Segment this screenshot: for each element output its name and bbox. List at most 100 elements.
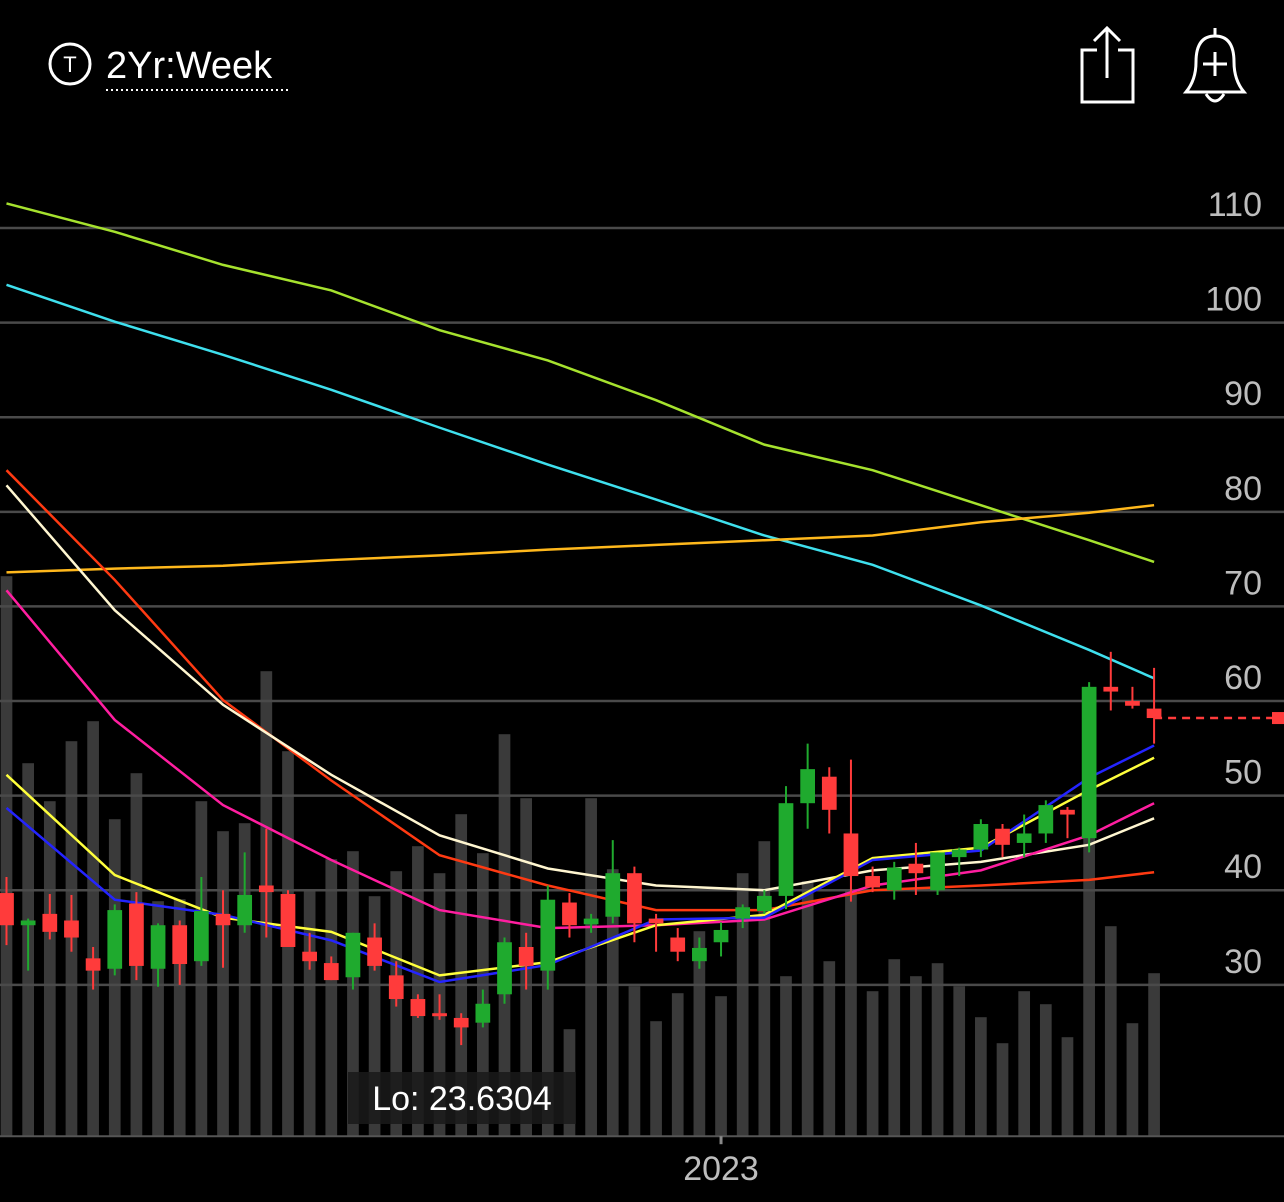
candle-body [1146, 708, 1162, 719]
volume-bar [325, 859, 338, 1137]
candle-body [258, 885, 274, 893]
volume-bar [650, 1021, 662, 1137]
candle-body [453, 1017, 469, 1028]
candle-body [280, 894, 296, 947]
volume-bar [996, 1043, 1009, 1137]
volume-bar [303, 891, 316, 1137]
candle-body [475, 1003, 491, 1023]
bell [1182, 34, 1248, 94]
volume-bar [606, 869, 619, 1137]
candle-body [1081, 686, 1097, 839]
candle-body [64, 920, 79, 938]
candle-body [800, 769, 816, 804]
candle-body [302, 951, 317, 962]
moving-average-line [6, 503, 1155, 574]
volume-bar [368, 896, 381, 1137]
moving-average-line [6, 283, 1155, 680]
candle-body [648, 918, 664, 924]
candle-body [951, 849, 967, 858]
volume-bar [693, 931, 706, 1137]
candle-body [1103, 686, 1119, 692]
volume-bar [1148, 973, 1160, 1137]
volume-bar [87, 721, 99, 1137]
volume-bar [715, 996, 727, 1137]
share-button[interactable] [1080, 25, 1135, 104]
volume-bar [0, 576, 13, 1137]
y-tick-label: 30 [1224, 943, 1262, 981]
volume-bar [736, 873, 749, 1137]
candle-body [42, 913, 58, 932]
alert-button[interactable] [1182, 28, 1248, 103]
volume-bar [671, 993, 684, 1137]
candle-body [973, 824, 989, 850]
y-tick-label: 80 [1224, 470, 1262, 508]
candle-body [583, 918, 599, 925]
plot: 30 40 50 60 70 80 90 100 110 2023 Lo: 23.6304 [0, 186, 1284, 1188]
candle-body [0, 893, 14, 926]
volume-bar [455, 814, 468, 1137]
volume-bar [1039, 1004, 1052, 1137]
volume-bar [888, 959, 901, 1137]
candle-body [237, 894, 253, 926]
candle-body [1038, 805, 1054, 834]
volume-bar [780, 976, 792, 1137]
annotation: Lo: 23.6304 [372, 1080, 552, 1118]
candle-body [605, 873, 621, 917]
candle-body [194, 911, 209, 962]
share-arrow [1092, 25, 1122, 78]
candle-body [562, 902, 577, 926]
volume-bar [108, 819, 121, 1137]
volume-bar [238, 823, 251, 1137]
candle-body [432, 1013, 447, 1017]
y-tick-label: 40 [1224, 848, 1262, 886]
candle-body [995, 828, 1010, 845]
candle-body [1125, 701, 1140, 706]
volume-bar [412, 846, 424, 1137]
candle-body [756, 895, 772, 912]
y-tick-label: 60 [1224, 659, 1262, 697]
y-tick-label: 70 [1224, 564, 1262, 602]
candle-body [713, 929, 729, 943]
candle-body [85, 958, 101, 971]
candle-body [865, 876, 880, 888]
last-price-marker [1272, 712, 1284, 725]
volume-bar [628, 986, 641, 1137]
volume-bar [823, 961, 836, 1137]
candle-body [670, 937, 686, 952]
volume-bar [931, 963, 944, 1137]
candle-body [843, 833, 859, 877]
moving-average-line [6, 202, 1155, 564]
candle-body [1016, 833, 1032, 843]
volume-bar [910, 976, 922, 1137]
volume-bar [953, 986, 966, 1137]
range-label: 2Yr:Week [106, 45, 273, 87]
candle-body [497, 942, 512, 995]
y-tick-label: 100 [1205, 281, 1262, 319]
volume-bar [152, 901, 164, 1137]
candle-body [172, 925, 188, 965]
candle-body [388, 975, 404, 1000]
volume-bar [801, 881, 814, 1137]
volume-bar [43, 801, 56, 1137]
candle-body [930, 852, 945, 891]
x-tick-label: 2023 [683, 1150, 759, 1188]
bell-plus [1203, 28, 1227, 76]
candle-body [345, 932, 361, 978]
volume-bar [195, 801, 208, 1137]
volume-bar [1126, 1023, 1139, 1137]
candle-body [908, 863, 924, 874]
volume-bar [1018, 991, 1031, 1137]
range-icon [48, 42, 92, 86]
range-icon-glyph: T [63, 52, 76, 77]
candle-body [20, 920, 36, 926]
volume-bar [541, 946, 554, 1137]
candle-body [821, 776, 837, 810]
moving-average-line [5, 589, 1155, 930]
volume-bar [585, 798, 597, 1137]
annotation-box [348, 1072, 576, 1124]
range-selector[interactable]: T 2Yr:Week [48, 42, 288, 91]
candle-body [323, 963, 339, 981]
volume-bar [758, 841, 771, 1137]
candle-body [150, 925, 166, 969]
y-tick-label: 50 [1224, 754, 1262, 792]
